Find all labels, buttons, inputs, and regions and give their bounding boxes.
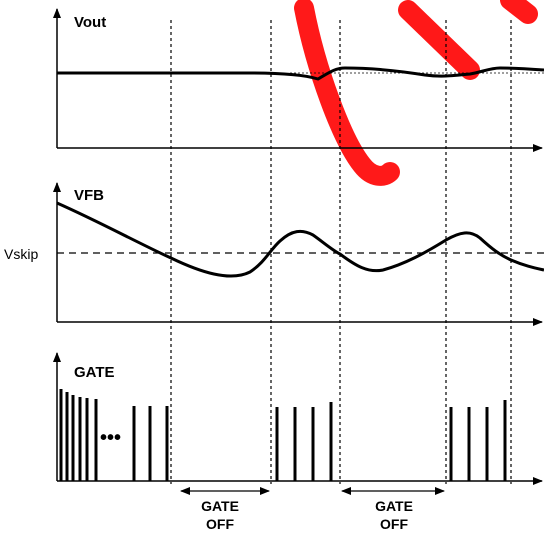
watermark (294, 0, 538, 186)
watermark-stroke-j (294, 0, 400, 186)
vout-waveform (57, 66, 544, 81)
gate-ellipsis: ••• (100, 427, 121, 449)
watermark-stroke-diagonal (398, 0, 480, 80)
gate-label: GATE (74, 364, 115, 381)
vout-label: Vout (74, 14, 106, 31)
gate-pulses (59, 389, 507, 481)
vfb-waveform (56, 201, 544, 278)
gate-panel: GATE ••• (53, 352, 543, 485)
gate-off-label-line2: OFF (206, 516, 234, 532)
gate-off-label-line1: GATE (201, 498, 239, 514)
gate-off-label-line2: OFF (380, 516, 408, 532)
gate-off-label-line1: GATE (375, 498, 413, 514)
vfb-label: VFB (74, 187, 104, 204)
vout-panel: Vout (53, 8, 544, 152)
watermark-stroke-top-right (500, 0, 538, 24)
gate-off-interval-1: GATE OFF (180, 487, 270, 532)
timing-markers (170, 20, 512, 484)
vskip-label: Vskip (4, 246, 38, 262)
gate-off-interval-2: GATE OFF (341, 487, 445, 532)
vfb-panel: VFB Vskip (4, 182, 544, 326)
